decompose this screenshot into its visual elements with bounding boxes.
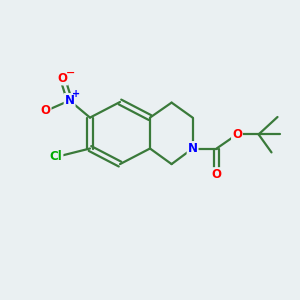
Text: N: N	[188, 142, 198, 155]
Text: −: −	[66, 68, 76, 78]
Text: O: O	[232, 128, 242, 141]
Text: O: O	[57, 71, 68, 85]
Text: O: O	[212, 168, 222, 181]
Text: +: +	[71, 89, 80, 100]
Text: O: O	[40, 104, 51, 118]
Text: N: N	[64, 94, 75, 107]
Text: Cl: Cl	[50, 150, 62, 163]
